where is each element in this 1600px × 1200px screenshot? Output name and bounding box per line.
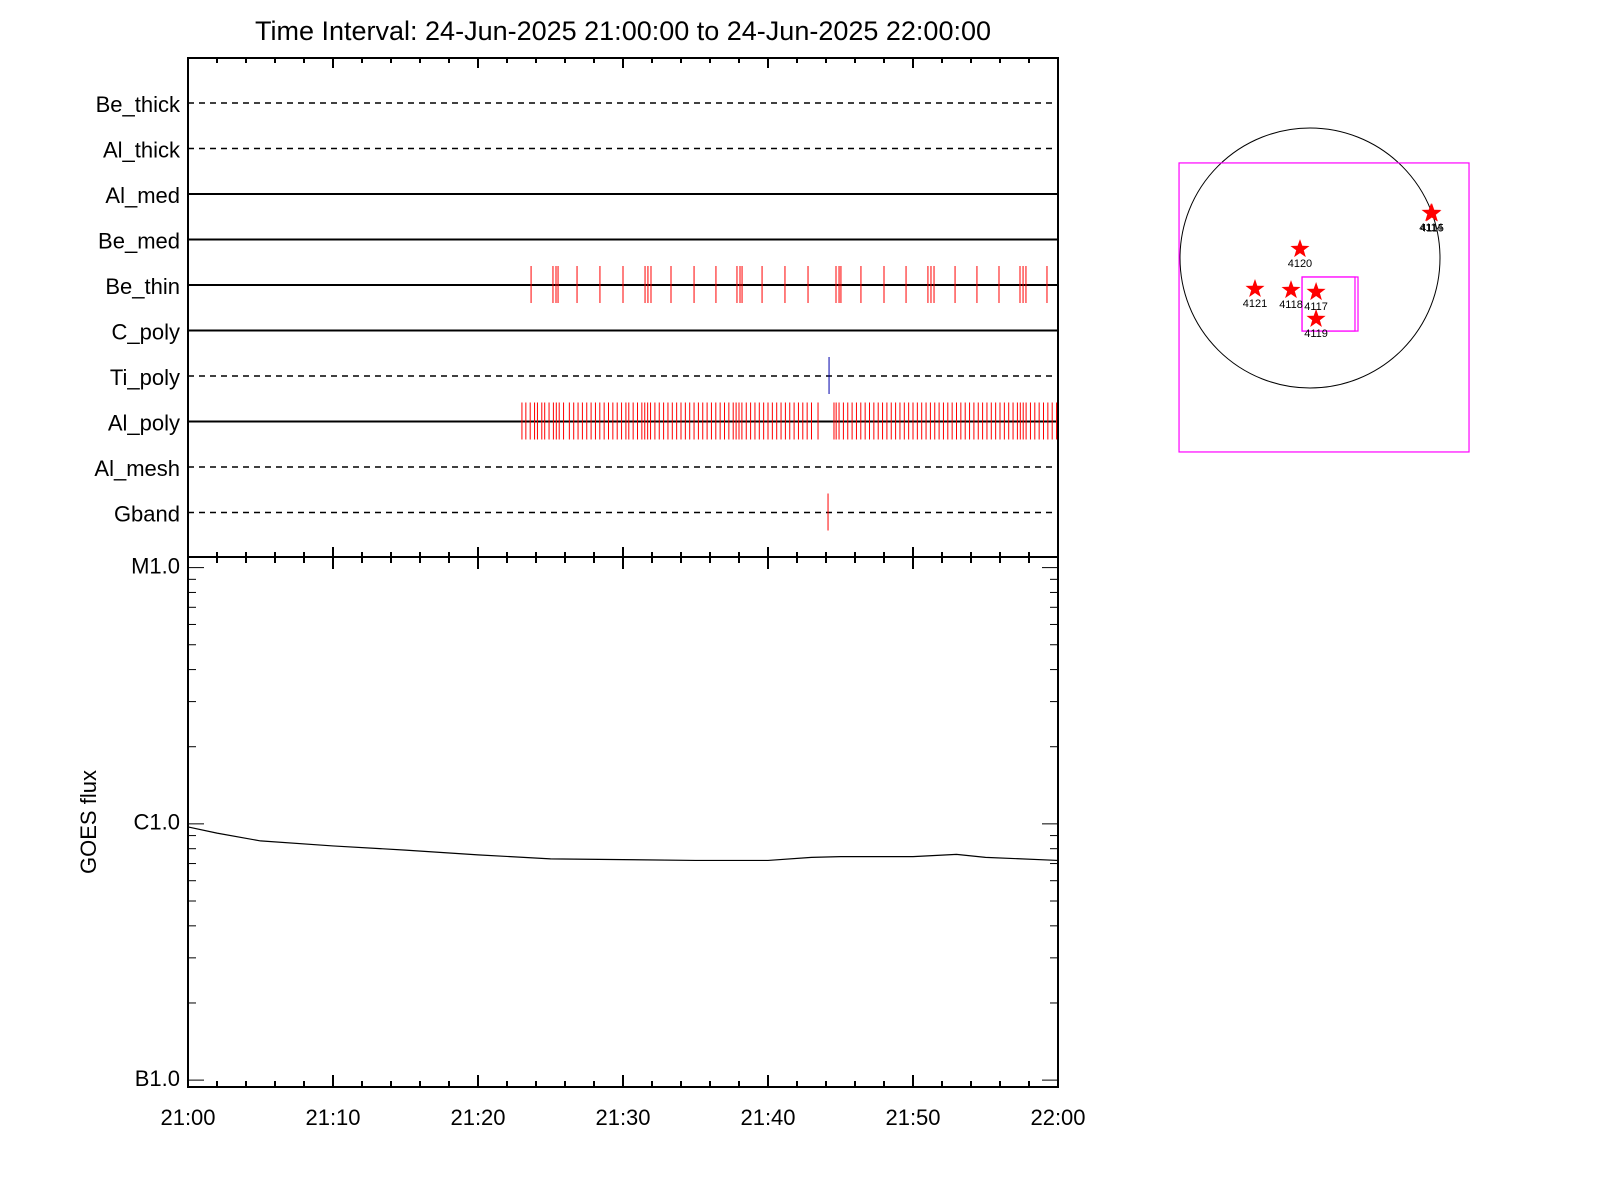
source-star	[1306, 308, 1326, 327]
source-label: 4120	[1288, 258, 1312, 270]
x-tick-label: 21:50	[885, 1105, 940, 1130]
x-tick-label: 21:40	[740, 1105, 795, 1130]
channel-label: Be_thick	[96, 92, 181, 117]
source-star	[1306, 282, 1326, 301]
y-tick-label: M1.0	[131, 553, 180, 578]
channel-label: Be_med	[98, 228, 180, 253]
source-label: 4117	[1304, 301, 1328, 313]
goes-frame	[187, 556, 1059, 1088]
y-tick-label: C1.0	[134, 810, 180, 835]
x-tick-label: 21:30	[595, 1105, 650, 1130]
channel-label: Al_mesh	[94, 456, 180, 481]
channel-label: C_poly	[112, 319, 180, 344]
source-label: 4115	[1420, 222, 1444, 234]
source-star	[1422, 203, 1442, 222]
source-star	[1290, 239, 1310, 258]
goes-line	[187, 826, 1059, 862]
x-tick-label: 21:00	[160, 1105, 215, 1130]
source-label: 4119	[1304, 328, 1328, 340]
timeline-frame	[187, 57, 1059, 558]
channel-label: Al_thick	[103, 137, 181, 162]
source-label: 4118	[1279, 299, 1303, 311]
source-label: 4114	[1419, 222, 1443, 234]
x-tick-label: 22:00	[1030, 1105, 1085, 1130]
channel-label: Be_thin	[105, 274, 180, 299]
x-tick-label: 21:10	[305, 1105, 360, 1130]
source-star	[1245, 279, 1265, 297]
fov-box	[1178, 162, 1470, 453]
channel-label: Ti_poly	[110, 365, 180, 390]
channel-label: Al_med	[105, 183, 180, 208]
fov-box	[1301, 276, 1356, 332]
channel-label: Gband	[114, 501, 180, 526]
source-label: 4121	[1243, 298, 1267, 310]
solar-limb	[1179, 127, 1441, 389]
y-tick-label: B1.0	[135, 1066, 180, 1091]
channel-label: Al_poly	[108, 410, 180, 435]
title: Time Interval: 24-Jun-2025 21:00:00 to 2…	[255, 16, 991, 46]
source-star	[1281, 280, 1301, 299]
y-axis-label: GOES flux	[76, 770, 101, 874]
x-tick-label: 21:20	[450, 1105, 505, 1130]
